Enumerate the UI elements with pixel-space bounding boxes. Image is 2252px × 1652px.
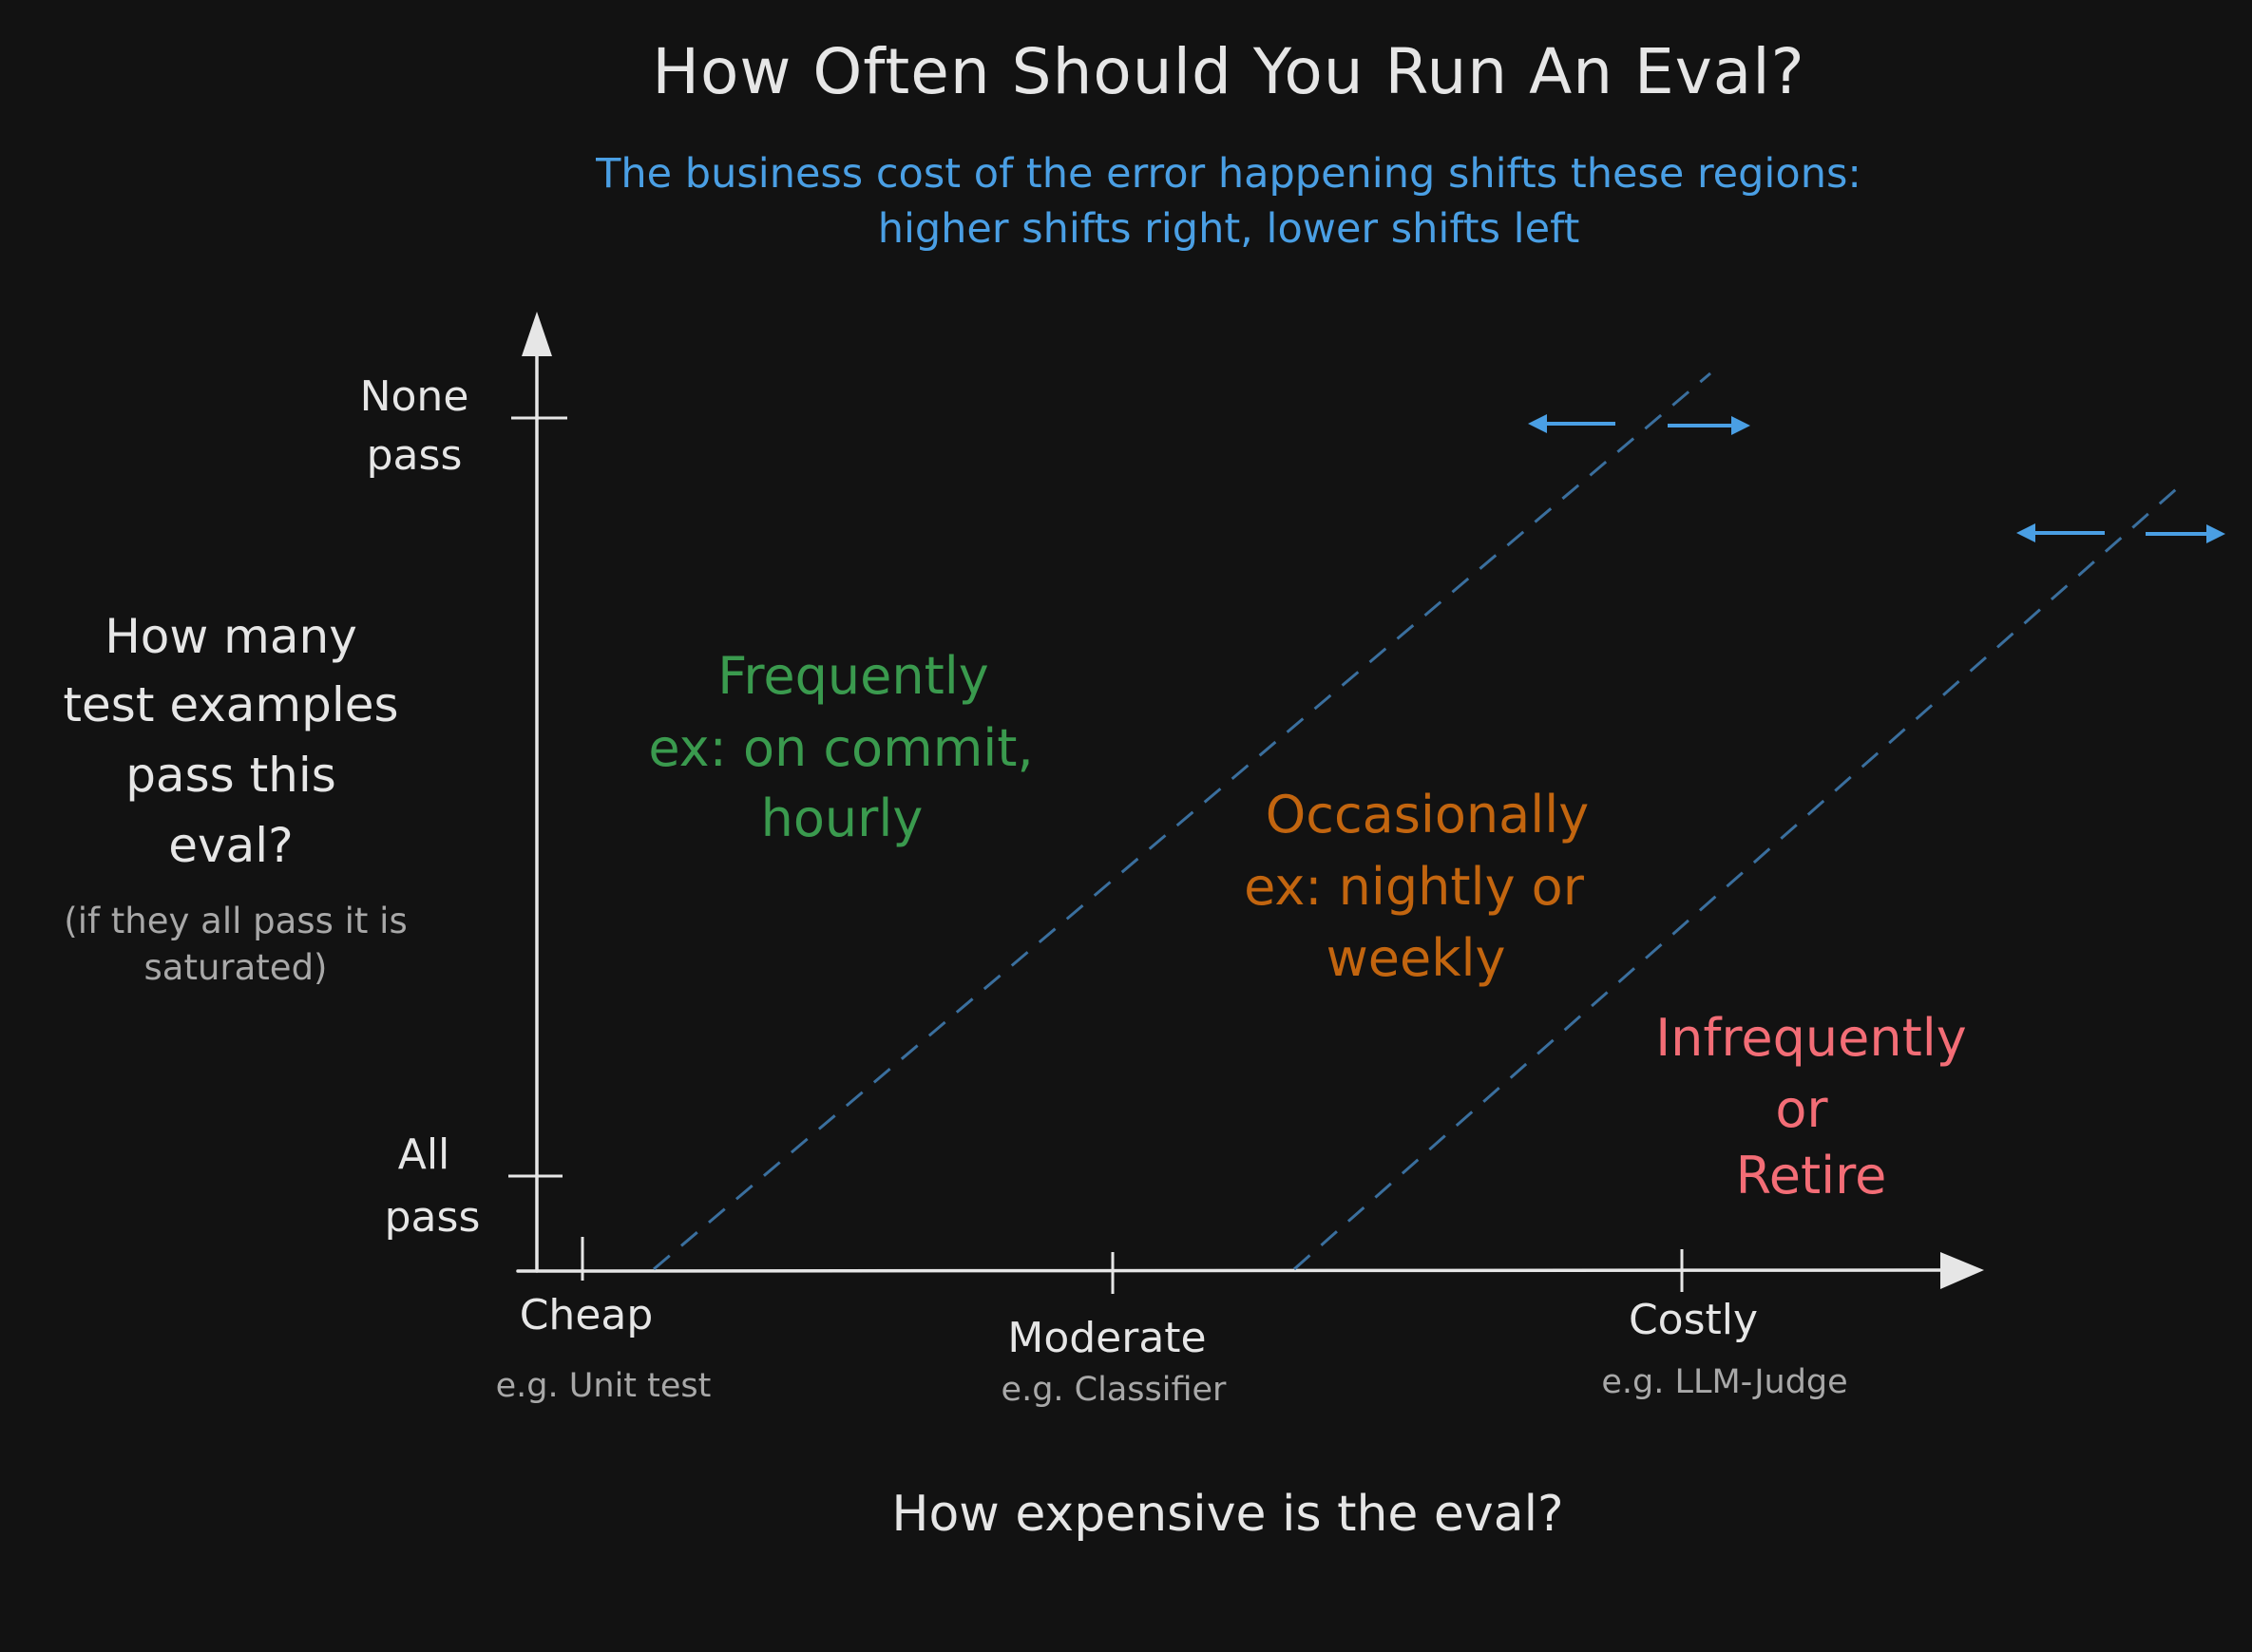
x-axis-title: How expensive is the eval?: [891, 1486, 1564, 1543]
y-axis-arrowhead: [522, 312, 552, 356]
region-frequent-line: hourly: [760, 788, 924, 848]
y-axis-question-line: pass this: [125, 748, 336, 803]
region-occasional-line: Occasionally: [1265, 785, 1590, 845]
y-axis: [508, 312, 567, 1273]
boundary-line-frequent-occasional: [653, 371, 1711, 1271]
y-tick-label-bottom: All: [397, 1130, 450, 1179]
y-axis-question-line: How many: [105, 609, 357, 664]
shift-arrows-upper: [1528, 414, 1750, 435]
region-occasional-line: weekly: [1326, 928, 1506, 988]
x-tick-label-moderate: Moderate: [1007, 1314, 1207, 1362]
x-tick-example-costly: e.g. LLM-Judge: [1601, 1363, 1848, 1401]
x-tick-label-cheap: Cheap: [519, 1291, 654, 1339]
x-tick-example-moderate: e.g. Classifier: [1001, 1371, 1227, 1409]
region-occasional-line: ex: nightly or: [1244, 857, 1584, 917]
diagram-subtitle-line1: The business cost of the error happening…: [596, 150, 1861, 198]
x-tick-label-costly: Costly: [1628, 1296, 1759, 1344]
x-tick-example-cheap: e.g. Unit test: [495, 1367, 712, 1405]
diagram-title: How Often Should You Run An Eval?: [652, 35, 1805, 108]
y-axis-question-line: test examples: [63, 677, 399, 732]
y-tick-label-top: pass: [366, 431, 463, 480]
region-infrequent-line: or: [1775, 1079, 1828, 1139]
boundary-line-occasional-infrequent: [1293, 481, 2185, 1271]
shift-arrows-lower: [2016, 523, 2225, 543]
x-axis: [516, 1237, 1984, 1294]
y-tick-label-top: None: [359, 372, 469, 421]
y-axis-note-line: (if they all pass it is: [64, 901, 408, 941]
region-frequent-line: ex: on commit,: [648, 718, 1034, 778]
region-infrequent-line: Retire: [1735, 1146, 1887, 1206]
x-axis-arrowhead: [1940, 1252, 1984, 1289]
region-infrequent-line: Infrequently: [1655, 1008, 1967, 1068]
region-frequent-line: Frequently: [717, 646, 989, 706]
y-axis-question-line: eval?: [168, 818, 294, 873]
diagram-subtitle-line2: higher shifts right, lower shifts left: [877, 205, 1580, 253]
y-tick-label-bottom: pass: [384, 1193, 481, 1242]
y-axis-note-line: saturated): [143, 947, 328, 988]
